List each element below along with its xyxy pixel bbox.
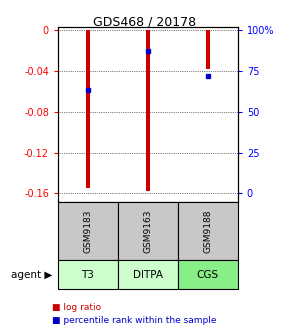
- Text: GSM9183: GSM9183: [84, 209, 93, 253]
- Text: T3: T3: [81, 270, 95, 280]
- Text: DITPA: DITPA: [133, 270, 163, 280]
- Text: agent ▶: agent ▶: [11, 270, 52, 280]
- Bar: [86, 30, 90, 188]
- Text: CGS: CGS: [197, 270, 219, 280]
- Text: ■ percentile rank within the sample: ■ percentile rank within the sample: [52, 317, 217, 325]
- Text: GSM9163: GSM9163: [143, 209, 153, 253]
- Bar: [206, 30, 210, 69]
- Bar: [146, 30, 150, 192]
- Text: GSM9188: GSM9188: [203, 209, 212, 253]
- Text: GDS468 / 20178: GDS468 / 20178: [93, 15, 197, 28]
- Text: ■ log ratio: ■ log ratio: [52, 303, 101, 312]
